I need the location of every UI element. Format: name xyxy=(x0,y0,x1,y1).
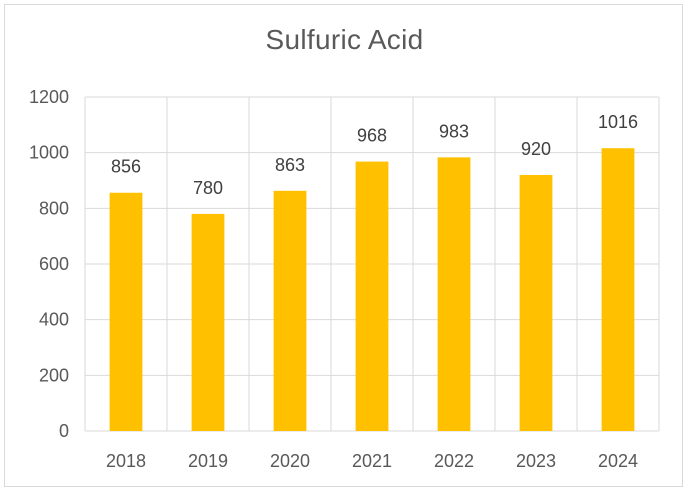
bar xyxy=(437,157,471,432)
x-tick-label: 2022 xyxy=(434,451,474,471)
y-tick-label: 200 xyxy=(39,365,69,385)
x-tick-label: 2020 xyxy=(270,451,310,471)
bar xyxy=(601,148,635,432)
bar xyxy=(273,190,307,431)
x-tick-label: 2021 xyxy=(352,451,392,471)
y-tick-label: 1200 xyxy=(29,87,69,107)
data-label: 968 xyxy=(357,126,387,146)
data-label: 920 xyxy=(521,139,551,159)
data-label: 983 xyxy=(439,121,469,141)
x-tick-label: 2024 xyxy=(598,451,638,471)
y-tick-label: 0 xyxy=(59,421,69,441)
x-tick-label: 2018 xyxy=(106,451,146,471)
x-tick-label: 2023 xyxy=(516,451,556,471)
y-tick-label: 600 xyxy=(39,254,69,274)
y-tick-label: 400 xyxy=(39,310,69,330)
bar xyxy=(519,174,553,431)
bar xyxy=(109,192,143,431)
chart-title: Sulfuric Acid xyxy=(265,24,424,55)
y-tick-label: 1000 xyxy=(29,143,69,163)
data-label: 1016 xyxy=(598,112,638,132)
bar xyxy=(355,161,389,431)
data-label: 780 xyxy=(193,178,223,198)
y-tick-label: 800 xyxy=(39,198,69,218)
bar xyxy=(191,213,225,431)
data-label: 856 xyxy=(111,157,141,177)
data-label: 863 xyxy=(275,155,305,175)
x-tick-label: 2019 xyxy=(188,451,228,471)
